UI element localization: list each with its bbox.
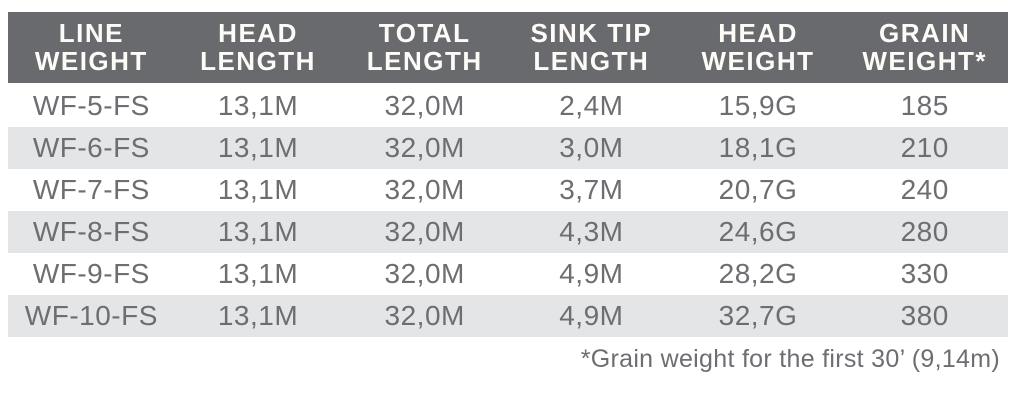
column-header-head-weight: HEAD WEIGHT (701, 17, 815, 76)
cell-grain-weight: 330 (900, 258, 949, 289)
cell-grain-weight: 380 (900, 300, 949, 331)
cell-head-weight: 15,9G (718, 90, 798, 121)
cell-head-weight: 28,2G (718, 258, 798, 289)
table-row: WF-6-FS 13,1M 32,0M 3,0M 18,1G 210 (8, 127, 1008, 169)
table-header-row: LINE WEIGHT HEAD LENGTH TOTAL LENGTH SIN… (8, 12, 1008, 83)
table-row: WF-5-FS 13,1M 32,0M 2,4M 15,9G 185 (8, 85, 1008, 127)
cell-line-weight: WF-6-FS (32, 132, 150, 163)
cell-sink-tip-length: 2,4M (559, 90, 624, 121)
column-header-head-length: HEAD LENGTH (200, 17, 316, 76)
cell-head-weight: 32,7G (718, 300, 798, 331)
cell-total-length: 32,0M (384, 174, 465, 205)
cell-head-length: 13,1M (217, 216, 299, 247)
cell-sink-tip-length: 4,3M (559, 216, 624, 247)
cell-sink-tip-length: 3,7M (559, 174, 624, 205)
column-header-total-length: TOTAL LENGTH (366, 17, 483, 76)
cell-line-weight: WF-9-FS (32, 258, 150, 289)
cell-total-length: 32,0M (384, 132, 465, 163)
cell-sink-tip-length: 4,9M (559, 300, 624, 331)
column-header-grain-weight: GRAIN WEIGHT* (862, 17, 987, 76)
cell-head-weight: 20,7G (718, 174, 798, 205)
cell-total-length: 32,0M (384, 300, 465, 331)
cell-grain-weight: 280 (900, 216, 949, 247)
column-header-line-weight: LINE WEIGHT (34, 17, 148, 76)
cell-head-weight: 18,1G (718, 132, 798, 163)
cell-sink-tip-length: 3,0M (559, 132, 624, 163)
cell-grain-weight: 185 (900, 90, 949, 121)
cell-head-weight: 24,6G (718, 216, 798, 247)
cell-line-weight: WF-7-FS (32, 174, 150, 205)
cell-grain-weight: 240 (900, 174, 949, 205)
cell-sink-tip-length: 4,9M (559, 258, 624, 289)
cell-head-length: 13,1M (217, 258, 299, 289)
footnote: *Grain weight for the first 30’ (9,14m) (580, 345, 1000, 373)
cell-total-length: 32,0M (384, 258, 465, 289)
cell-grain-weight: 210 (900, 132, 949, 163)
table-row: WF-8-FS 13,1M 32,0M 4,3M 24,6G 280 (8, 211, 1008, 253)
table-row: WF-10-FS 13,1M 32,0M 4,9M 32,7G 380 (8, 295, 1008, 337)
column-header-sink-tip-length: SINK TIP LENGTH (530, 17, 653, 76)
cell-head-length: 13,1M (217, 132, 299, 163)
cell-head-length: 13,1M (217, 174, 299, 205)
table-row: WF-9-FS 13,1M 32,0M 4,9M 28,2G 330 (8, 253, 1008, 295)
cell-head-length: 13,1M (217, 90, 299, 121)
cell-total-length: 32,0M (384, 216, 465, 247)
cell-total-length: 32,0M (384, 90, 465, 121)
spec-table: LINE WEIGHT HEAD LENGTH TOTAL LENGTH SIN… (8, 12, 1008, 374)
table-row: WF-7-FS 13,1M 32,0M 3,7M 20,7G 240 (8, 169, 1008, 211)
cell-line-weight: WF-5-FS (32, 90, 150, 121)
cell-line-weight: WF-10-FS (24, 300, 158, 331)
cell-line-weight: WF-8-FS (32, 216, 150, 247)
cell-head-length: 13,1M (217, 300, 299, 331)
